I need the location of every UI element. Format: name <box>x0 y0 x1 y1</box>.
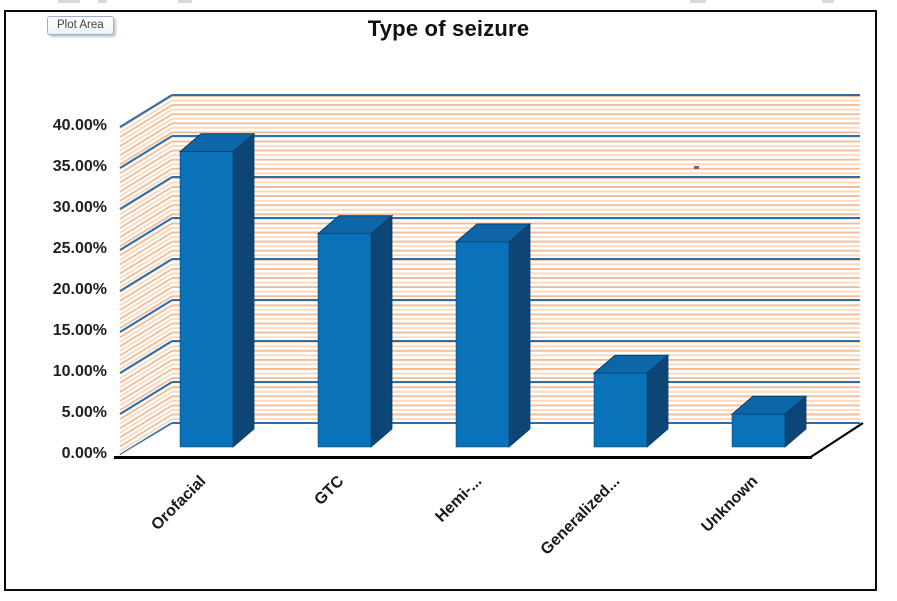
y-tick-label: 20.00% <box>52 281 107 298</box>
category-label[interactable]: Generalized... <box>538 473 624 559</box>
bar-orofacial[interactable] <box>178 132 256 448</box>
bar-side-face[interactable] <box>232 132 255 448</box>
category-label[interactable]: GTC <box>311 472 347 508</box>
bar-gtc[interactable] <box>316 214 394 448</box>
y-tick-label: 30.00% <box>52 199 107 216</box>
bar-hemi[interactable] <box>454 223 532 448</box>
cropped-text-speck <box>98 0 107 3</box>
bar-front-face[interactable] <box>593 372 648 448</box>
floor-right-edge <box>809 422 864 459</box>
category-label[interactable]: Unknown <box>698 473 761 536</box>
cropped-text-speck <box>178 0 192 3</box>
y-tick-label: 15.00% <box>52 322 107 339</box>
bar-front-face[interactable] <box>455 241 510 448</box>
bar-side-face[interactable] <box>370 214 393 448</box>
y-tick-label: 5.00% <box>61 404 107 421</box>
bar-front-face[interactable] <box>317 233 372 448</box>
y-tick-label: 10.00% <box>52 363 107 380</box>
bar-side-face[interactable] <box>508 223 531 448</box>
bar-unknown[interactable] <box>730 395 808 448</box>
bar-front-face[interactable] <box>179 151 234 448</box>
plot-area-tooltip: Plot Area <box>47 16 114 35</box>
cropped-text-speck <box>58 0 80 3</box>
cropped-text-speck <box>822 0 834 3</box>
value-axis-labels[interactable]: 0.00% 5.00% 10.00% 15.00% 20.00% 25.00% 30.00%… <box>20 0 107 601</box>
category-axis-labels[interactable]: Orofacial GTC Hemi-... Generalized... Unknow… <box>148 472 761 558</box>
y-tick-label: 35.00% <box>52 158 107 175</box>
category-label[interactable]: Orofacial <box>148 473 209 534</box>
bar-generalized[interactable] <box>592 354 670 448</box>
artifact-dot <box>694 166 699 169</box>
chart-title[interactable]: Type of seizure <box>367 16 530 41</box>
bar-front-face[interactable] <box>731 413 786 448</box>
cropped-text-speck <box>690 0 706 3</box>
y-tick-label: 0.00% <box>61 445 107 462</box>
y-tick-label: 40.00% <box>52 117 107 134</box>
y-tick-label: 25.00% <box>52 240 107 257</box>
category-label[interactable]: Hemi-... <box>432 473 485 526</box>
